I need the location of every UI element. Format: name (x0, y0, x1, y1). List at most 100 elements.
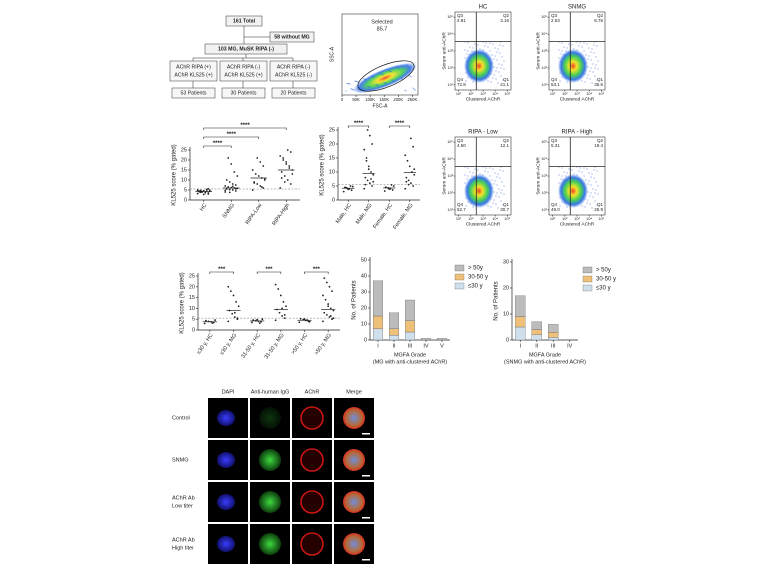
data-point (282, 157, 285, 159)
y-tick-label: 25 (329, 127, 335, 133)
data-point (257, 175, 260, 177)
event-dot (578, 170, 580, 172)
event-dot (498, 71, 500, 73)
data-point (349, 185, 352, 187)
y-tick-label: 5 (332, 183, 335, 189)
nucleus (217, 452, 235, 468)
significance-label: **** (240, 123, 250, 129)
y-tick-label: 30 (503, 259, 509, 265)
y-tick-label: 5 (184, 187, 187, 193)
data-point (384, 186, 387, 189)
data-point (229, 290, 232, 293)
event-dot (566, 172, 568, 174)
x-tick-label: 10³ (480, 217, 486, 221)
bar-segment (405, 320, 415, 333)
column-header: DAPI (222, 389, 235, 395)
gate-name: Selected (371, 19, 392, 25)
event-dot (496, 184, 498, 186)
y-tick-label: 10¹ (448, 208, 454, 212)
data-point (286, 179, 289, 181)
x-tick-label: IV (423, 343, 429, 349)
x-axis-label: (MG with anti-clustered AChR) (373, 359, 447, 365)
event-dot (464, 174, 466, 176)
event-dot (487, 171, 489, 173)
event-dot (412, 87, 414, 89)
event-dot (349, 83, 351, 85)
x-tick-label: 200K (393, 97, 403, 102)
row-label: Control (172, 415, 190, 421)
event-dot (495, 70, 497, 72)
data-point (289, 183, 292, 185)
data-point (228, 191, 231, 194)
event-dot (591, 173, 593, 175)
data-point (227, 320, 230, 323)
data-point (286, 149, 289, 151)
event-dot (558, 174, 560, 176)
data-point (251, 169, 254, 171)
event-dot (590, 51, 592, 53)
event-dot (498, 196, 500, 198)
data-point (234, 184, 237, 186)
quadrant-value: 72.8 (457, 82, 466, 87)
data-point (252, 319, 255, 321)
gate (357, 60, 415, 92)
event-dot (346, 82, 348, 84)
data-point (368, 134, 371, 137)
x-tick-label: 10² (468, 217, 474, 221)
event-dot (467, 50, 469, 52)
data-point (263, 178, 266, 180)
quadrant-name: Q2 (597, 138, 604, 143)
quadrant-name: Q4 (551, 77, 558, 82)
column-header: Anti-human IgG (251, 389, 290, 395)
data-point (283, 181, 286, 183)
event-dot (398, 67, 400, 69)
quadrant-name: Q3 (457, 138, 464, 143)
data-point (328, 316, 331, 318)
y-axis-label: Serum anti-AChR (441, 32, 447, 70)
bar-segment (515, 295, 526, 317)
flow-text: AChR RIPA (-) (277, 64, 311, 70)
event-dot (586, 77, 588, 79)
bar-segment (389, 312, 399, 329)
y-tick-label: 10¹ (542, 208, 548, 212)
y-tick-label: 10 (181, 177, 187, 183)
event-dot (587, 199, 589, 201)
data-point (233, 316, 236, 318)
x-tick-label: 31-50 y, MG (264, 333, 286, 361)
quadrant-name: Q2 (503, 13, 510, 18)
data-point (207, 193, 210, 195)
event-dot (589, 203, 591, 205)
event-dot (563, 46, 565, 48)
event-dot (581, 80, 583, 82)
x-tick-label: III (551, 343, 556, 349)
x-tick-label: RIPA-High (271, 203, 291, 227)
cell (343, 533, 365, 555)
bar-segment (389, 335, 399, 341)
event-cloud (464, 174, 494, 208)
data-point (262, 187, 265, 189)
event-dot (464, 57, 466, 59)
event-dot (472, 81, 474, 83)
x-tick-label: 150K (379, 97, 389, 102)
x-tick-label: Female, MG (392, 203, 414, 231)
event-dot (583, 50, 585, 52)
row-label: AChR Ab (172, 495, 195, 501)
y-tick-label: 10⁵ (447, 15, 453, 19)
significance-bracket (203, 136, 260, 139)
event-dot (400, 77, 402, 79)
y-tick-label: 10⁴ (447, 32, 453, 36)
flow-text: AChR KL525 (+) (174, 72, 212, 78)
quadrant-name: Q4 (457, 77, 464, 82)
event-dot (583, 167, 585, 169)
column-header: AChR (305, 389, 320, 395)
data-point (323, 311, 326, 314)
quadrant-value: 12.1 (500, 143, 509, 148)
x-tick-label: 100K (365, 97, 375, 102)
row-label: AChR Ab (172, 537, 195, 543)
event-dot (595, 56, 597, 58)
cell (259, 491, 281, 513)
data-point (234, 187, 237, 190)
event-dot (558, 57, 560, 59)
event-dot (382, 74, 384, 76)
